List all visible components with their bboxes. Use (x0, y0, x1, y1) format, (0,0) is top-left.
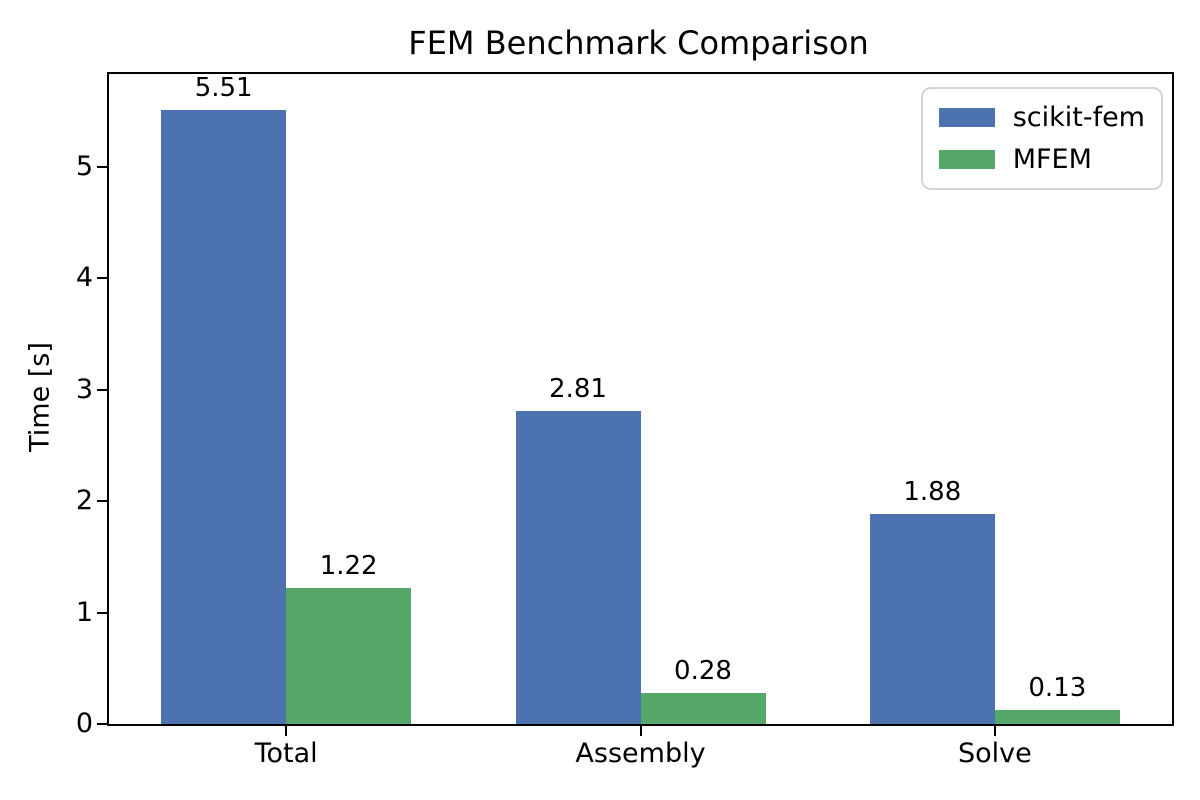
bar-MFEM-solve (994, 709, 1120, 724)
legend-swatch-scikit-fem (938, 108, 995, 127)
bar-scikit-fem-total (161, 109, 287, 724)
bar-value-label: 0.13 (1028, 672, 1087, 703)
y-tick (97, 723, 107, 725)
bar-value-label: 1.22 (319, 550, 378, 581)
y-tick (97, 277, 107, 280)
x-tick (285, 726, 288, 736)
x-tick-label-solve: Solve (957, 738, 1032, 769)
x-tick-label-total: Total (254, 738, 318, 769)
legend-label: MFEM (1012, 144, 1092, 175)
chart-title: FEM Benchmark Comparison (408, 24, 869, 62)
legend: scikit-fem MFEM (920, 87, 1163, 190)
legend-item-MFEM: MFEM (938, 144, 1145, 175)
plot-area: scikit-fem MFEM 0 1 2 3 4 5 Total Assembly Solve 5… (76, 72, 1174, 769)
legend-label: scikit-fem (1012, 102, 1145, 133)
y-tick-label: 0 (75, 708, 93, 739)
bar-scikit-fem-assembly (515, 410, 641, 724)
y-tick-label: 1 (75, 596, 93, 628)
y-tick (97, 611, 107, 614)
y-tick-label: 3 (75, 373, 93, 405)
legend-item-scikit-fem: scikit-fem (938, 102, 1145, 133)
y-tick-label: 5 (75, 150, 93, 182)
bar-value-label: 2.81 (549, 373, 607, 404)
bar-value-label: 0.28 (674, 655, 732, 686)
y-tick-label: 4 (75, 262, 93, 294)
bar-value-label: 1.88 (903, 477, 962, 508)
x-tick (639, 726, 642, 736)
legend-swatch-MFEM (938, 150, 995, 169)
y-tick (97, 165, 107, 168)
y-tick (97, 388, 107, 391)
x-tick-label-assembly: Assembly (575, 738, 706, 769)
bar-value-label: 5.51 (194, 72, 253, 103)
x-tick (993, 726, 996, 736)
y-tick (97, 500, 107, 502)
bar-scikit-fem-solve (869, 514, 995, 724)
bar-MFEM-assembly (640, 692, 766, 724)
y-tick-label: 2 (75, 485, 93, 516)
bar-MFEM-total (286, 587, 412, 724)
